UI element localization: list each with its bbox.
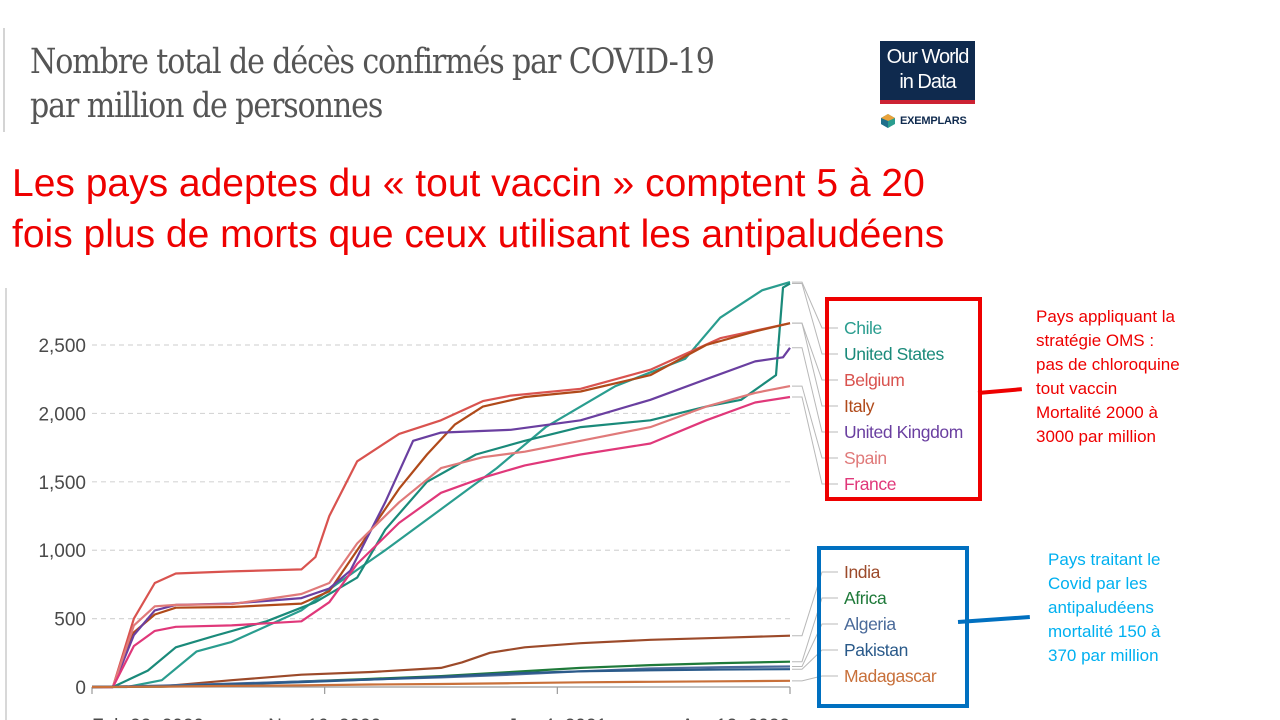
legend-label-united-states: United States [844, 344, 944, 364]
y-tick-label-2000: 2,000 [38, 404, 86, 425]
who-annotation-line-6: 3000 par million [1036, 427, 1157, 446]
antimalarial-annotation-line-3: antipaludéens [1048, 598, 1154, 617]
antimalarial-annotation-line-4: mortalité 150 à [1048, 622, 1161, 641]
exemplars-badge: EXEMPLARS [880, 111, 975, 131]
y-tick-label-0: 0 [75, 678, 86, 699]
legend-connector-9 [792, 623, 838, 667]
series-layer [91, 281, 791, 689]
legend-connector-3 [792, 322, 838, 407]
legend-connector-layer [792, 281, 838, 682]
antimalarial-annotation-line-5: 370 par million [1048, 646, 1159, 665]
x-tick-label-1: Nov 16, 2020 [268, 716, 381, 720]
legend-connector-8 [792, 597, 838, 663]
deaths-per-million-chart: 0 500 1,000 1,500 2,000 2,500 Feb 22, 2020 Nov … [5, 281, 838, 720]
legend-label-pakistan: Pakistan [844, 640, 908, 660]
who-strategy-highlight-box [825, 297, 982, 501]
page-edge-divider [3, 28, 5, 132]
y-tick-label-1000: 1,000 [38, 541, 86, 562]
y-tick-label-2500: 2,500 [38, 336, 86, 357]
who-strategy-annotation: Pays appliquant la stratégie OMS : pas d… [1036, 305, 1180, 449]
who-annotation-line-2: stratégie OMS : [1036, 331, 1155, 350]
our-world-in-data-logo: Our World in Data EXEMPLARS [880, 41, 975, 132]
legend-label-belgium: Belgium [844, 370, 905, 390]
antimalarial-annotation-line-2: Covid par les [1048, 574, 1148, 593]
logo-box: Our World in Data [880, 41, 975, 104]
legend-connector-5 [792, 385, 838, 459]
headline-line-1: Les pays adeptes du « tout vaccin » comp… [12, 162, 925, 205]
who-annotation-line-5: Mortalité 2000 à [1036, 403, 1158, 422]
legend-connector-1 [792, 282, 838, 355]
exemplars-gem-icon [881, 114, 895, 128]
logo-line-1: Our World [886, 46, 970, 68]
antimalarial-highlight-box [817, 546, 969, 708]
series-line-chile [92, 281, 791, 689]
series-line-united-kingdom [92, 347, 791, 689]
legend-label-algeria: Algeria [844, 614, 896, 634]
series-line-pakistan [91, 668, 791, 689]
legend-connector-0 [792, 281, 838, 329]
legend-label-madagascar: Madagascar [844, 666, 937, 686]
legend-connector-4 [792, 347, 838, 433]
legend-label-india: India [844, 562, 880, 582]
legend-label-chile: Chile [844, 318, 882, 338]
chart-title: Nombre total de décès confirmés par COVI… [30, 42, 715, 126]
legend-connector-11 [792, 675, 838, 682]
legend-label-italy: Italy [844, 396, 875, 416]
exemplars-label: EXEMPLARS [900, 115, 967, 127]
series-line-france [92, 395, 791, 689]
legend-label-spain: Spain [844, 448, 887, 468]
series-line-belgium [92, 322, 791, 689]
legend-label-africa: Africa [844, 588, 887, 608]
series-line-united-states [92, 282, 791, 689]
series-line-india [91, 634, 791, 689]
x-tick-label-3: Apr 12, 2022 [681, 716, 790, 720]
who-annotation-line-3: pas de chloroquine [1036, 355, 1180, 374]
legend-label-france: France [844, 474, 897, 494]
headline: Les pays adeptes du « tout vaccin » comp… [12, 158, 1262, 260]
who-annotation-line-4: tout vaccin [1036, 379, 1118, 398]
antimalarial-annotation-line-1: Pays traitant le [1048, 550, 1161, 569]
legend-label-united-kingdom: United Kingdom [844, 422, 963, 442]
antimalarial-annotation: Pays traitant le Covid par les antipalud… [1048, 548, 1160, 668]
x-tick-label-0: Feb 22, 2020 [92, 716, 204, 720]
logo-line-2: in Data [899, 71, 956, 93]
who-annotation-line-1: Pays appliquant la [1036, 307, 1175, 326]
legend-connector-10 [792, 649, 838, 670]
legend-connector-7 [792, 571, 838, 637]
series-line-spain [92, 385, 791, 689]
series-line-italy [92, 322, 791, 689]
x-tick-label-2: Jun 4, 2021 [508, 716, 607, 720]
y-tick-label-500: 500 [54, 610, 86, 631]
grid-layer [5, 288, 790, 720]
y-tick-label-1500: 1,500 [38, 473, 86, 494]
headline-line-2: fois plus de morts que ceux utilisant le… [12, 213, 945, 256]
legend-connector-6 [792, 396, 838, 485]
series-line-madagascar [91, 679, 791, 689]
